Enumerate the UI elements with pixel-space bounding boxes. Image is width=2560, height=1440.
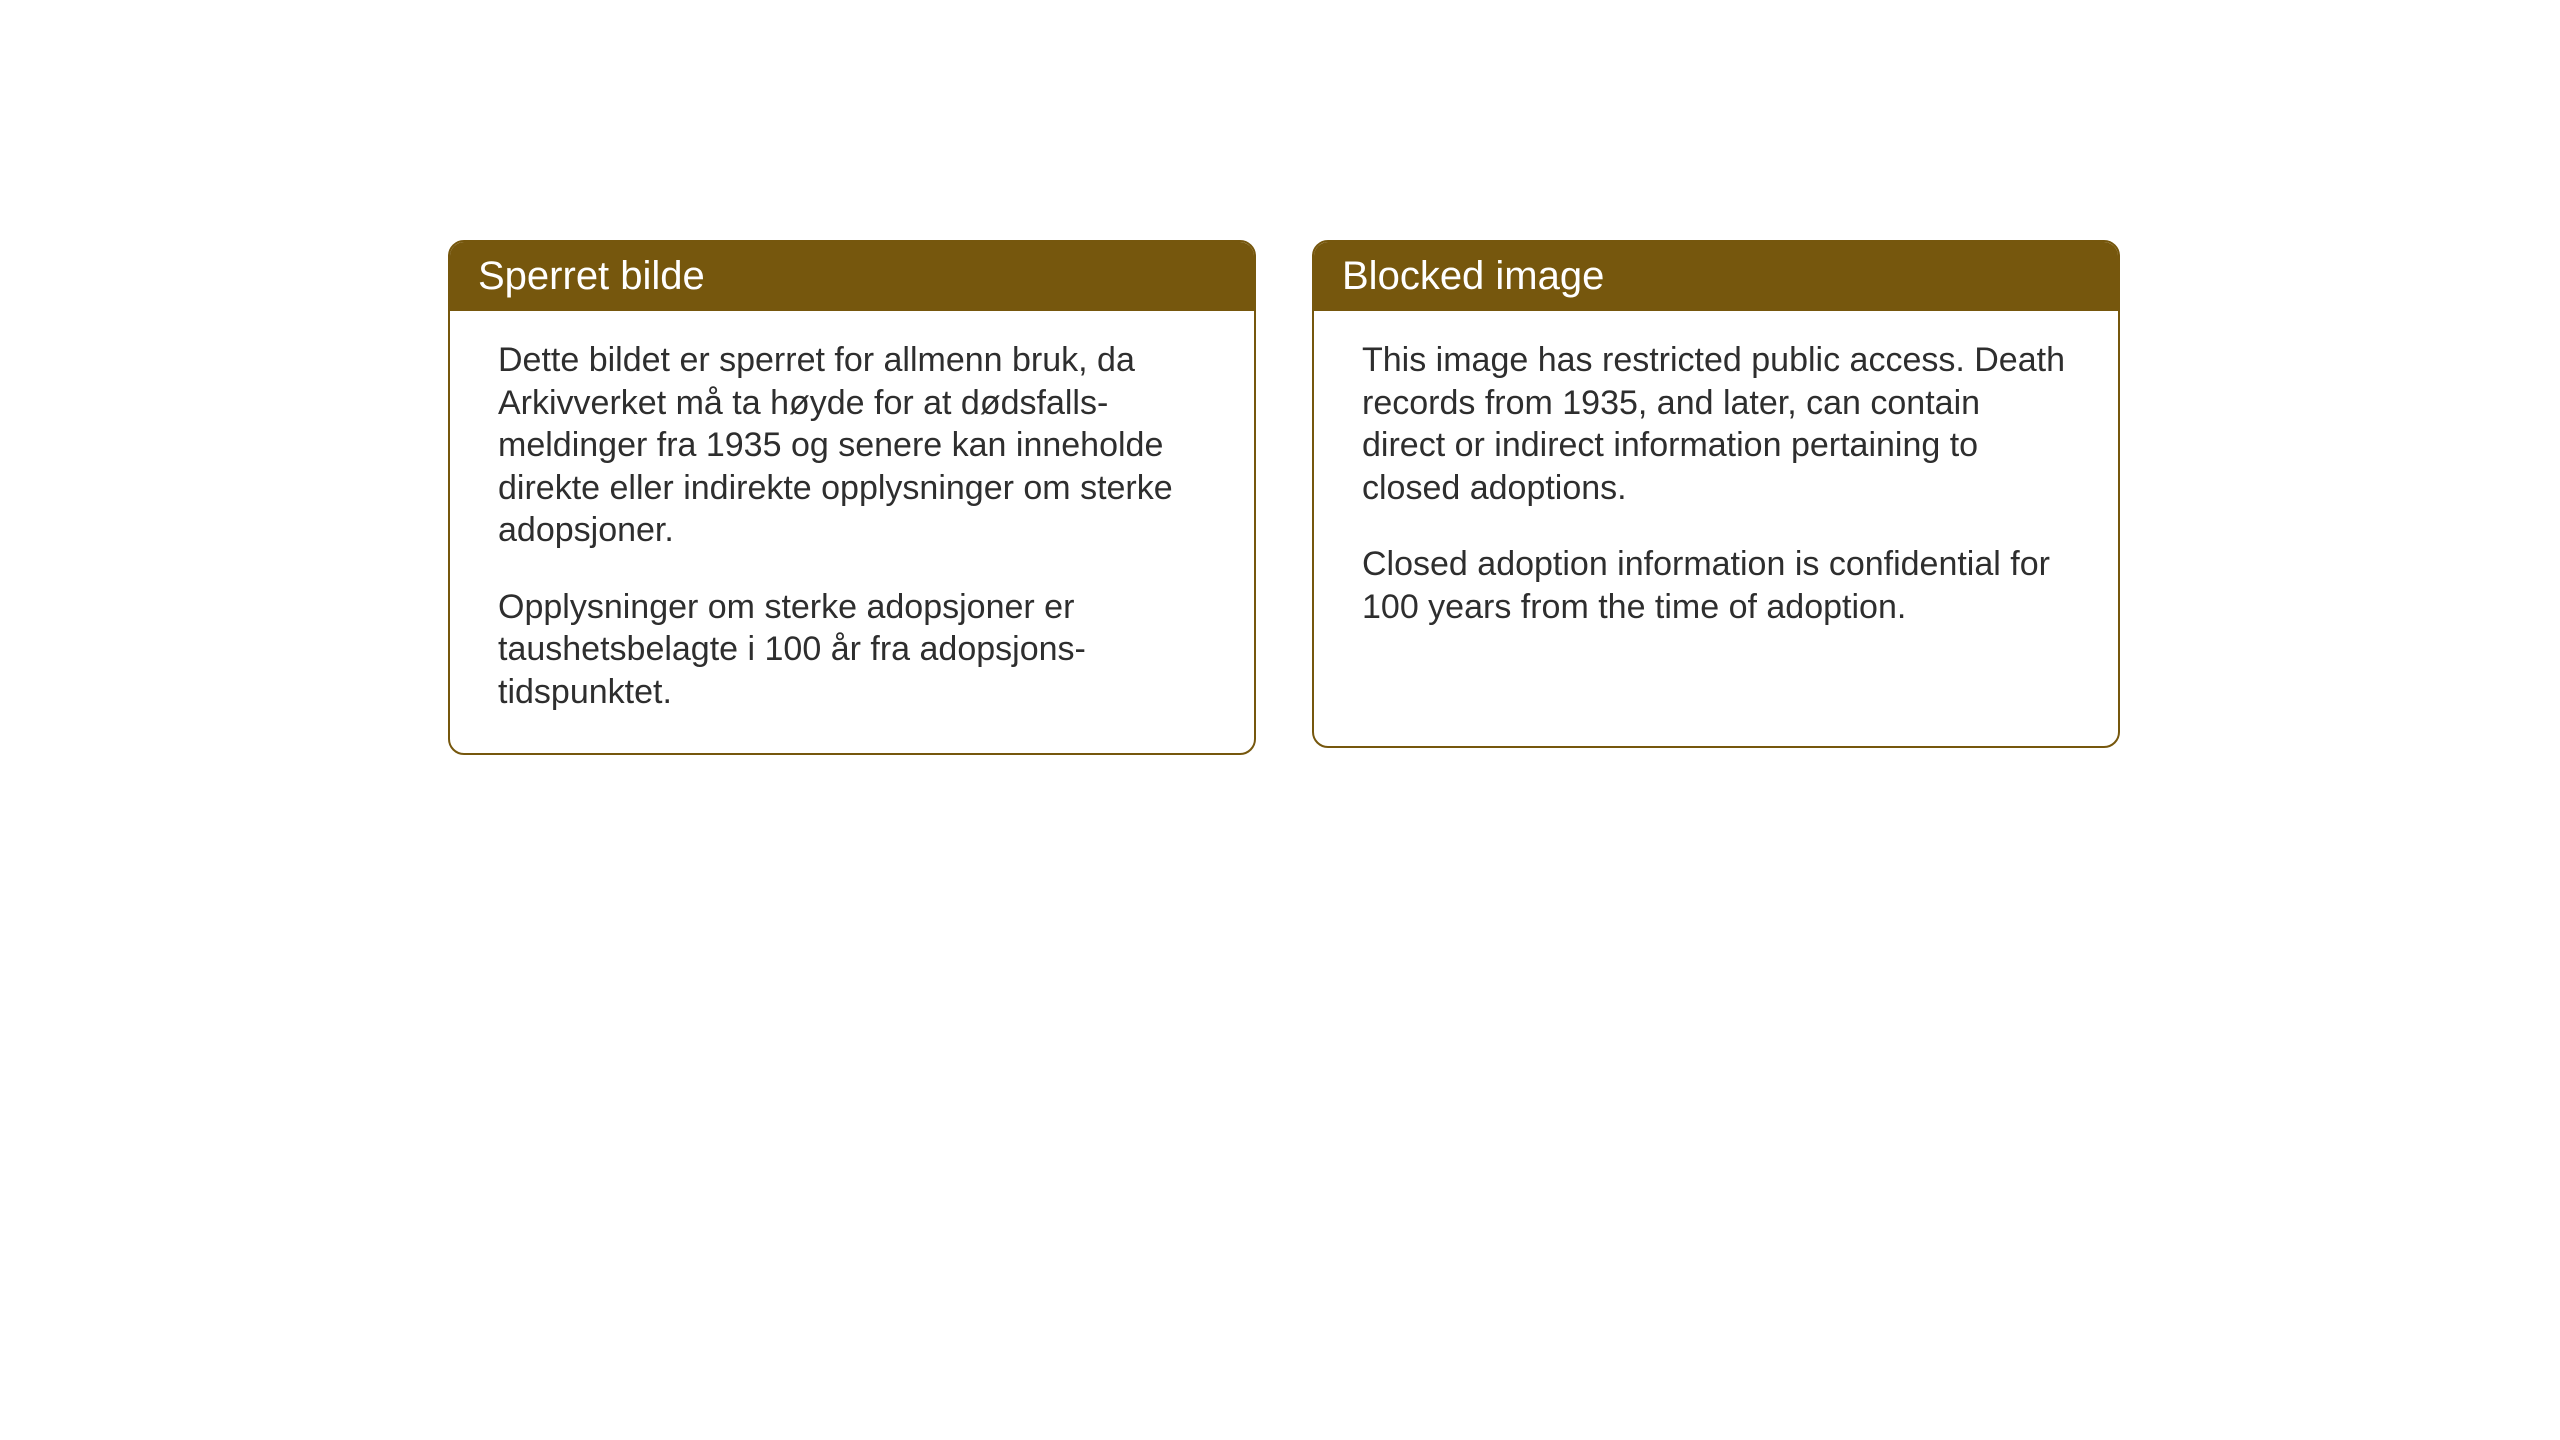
info-box-english: Blocked image This image has restricted … — [1312, 240, 2120, 748]
info-box-header-norwegian: Sperret bilde — [450, 242, 1254, 311]
info-paragraph: Dette bildet er sperret for allmenn bruk… — [498, 339, 1206, 552]
info-box-body-norwegian: Dette bildet er sperret for allmenn bruk… — [450, 311, 1254, 753]
info-paragraph: This image has restricted public access.… — [1362, 339, 2070, 509]
info-box-header-english: Blocked image — [1314, 242, 2118, 311]
info-box-title: Blocked image — [1342, 254, 1604, 298]
info-paragraph: Closed adoption information is confident… — [1362, 543, 2070, 628]
info-box-title: Sperret bilde — [478, 254, 705, 298]
info-box-body-english: This image has restricted public access.… — [1314, 311, 2118, 668]
info-boxes-container: Sperret bilde Dette bildet er sperret fo… — [448, 240, 2120, 755]
info-paragraph: Opplysninger om sterke adopsjoner er tau… — [498, 586, 1206, 714]
info-box-norwegian: Sperret bilde Dette bildet er sperret fo… — [448, 240, 1256, 755]
